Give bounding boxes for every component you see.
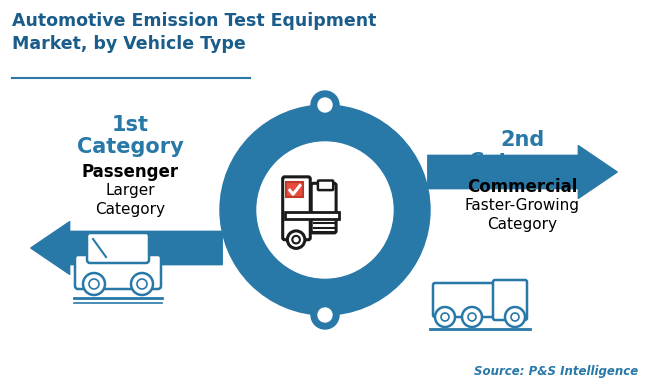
Circle shape bbox=[137, 279, 147, 289]
Text: 2nd
Category: 2nd Category bbox=[469, 130, 575, 172]
Circle shape bbox=[435, 307, 455, 327]
FancyBboxPatch shape bbox=[75, 255, 161, 289]
FancyBboxPatch shape bbox=[283, 177, 310, 240]
Circle shape bbox=[292, 236, 300, 243]
Circle shape bbox=[220, 105, 430, 315]
Text: Automotive Emission Test Equipment
Market, by Vehicle Type: Automotive Emission Test Equipment Marke… bbox=[12, 12, 376, 53]
Circle shape bbox=[505, 307, 525, 327]
FancyBboxPatch shape bbox=[286, 181, 303, 197]
Circle shape bbox=[468, 313, 476, 321]
Circle shape bbox=[257, 142, 393, 278]
Text: 1st
Category: 1st Category bbox=[77, 115, 183, 157]
Text: Passenger: Passenger bbox=[81, 163, 179, 181]
Circle shape bbox=[131, 273, 153, 295]
FancyBboxPatch shape bbox=[318, 181, 333, 190]
Circle shape bbox=[318, 308, 332, 322]
Text: Commercial: Commercial bbox=[467, 178, 577, 196]
FancyBboxPatch shape bbox=[285, 212, 339, 219]
Circle shape bbox=[83, 273, 105, 295]
FancyBboxPatch shape bbox=[87, 233, 149, 263]
Text: Source: P&S Intelligence: Source: P&S Intelligence bbox=[474, 365, 638, 378]
Text: Faster-Growing
Category: Faster-Growing Category bbox=[465, 198, 580, 232]
FancyBboxPatch shape bbox=[433, 283, 497, 317]
Circle shape bbox=[441, 313, 449, 321]
Circle shape bbox=[318, 98, 332, 112]
FancyBboxPatch shape bbox=[311, 183, 336, 233]
FancyArrowPatch shape bbox=[428, 145, 618, 199]
Circle shape bbox=[89, 279, 99, 289]
Circle shape bbox=[511, 313, 519, 321]
Circle shape bbox=[311, 91, 339, 119]
Text: Larger
Category: Larger Category bbox=[95, 183, 165, 216]
FancyBboxPatch shape bbox=[493, 280, 527, 320]
Circle shape bbox=[287, 231, 305, 248]
Circle shape bbox=[311, 301, 339, 329]
FancyArrowPatch shape bbox=[31, 222, 222, 275]
Circle shape bbox=[462, 307, 482, 327]
